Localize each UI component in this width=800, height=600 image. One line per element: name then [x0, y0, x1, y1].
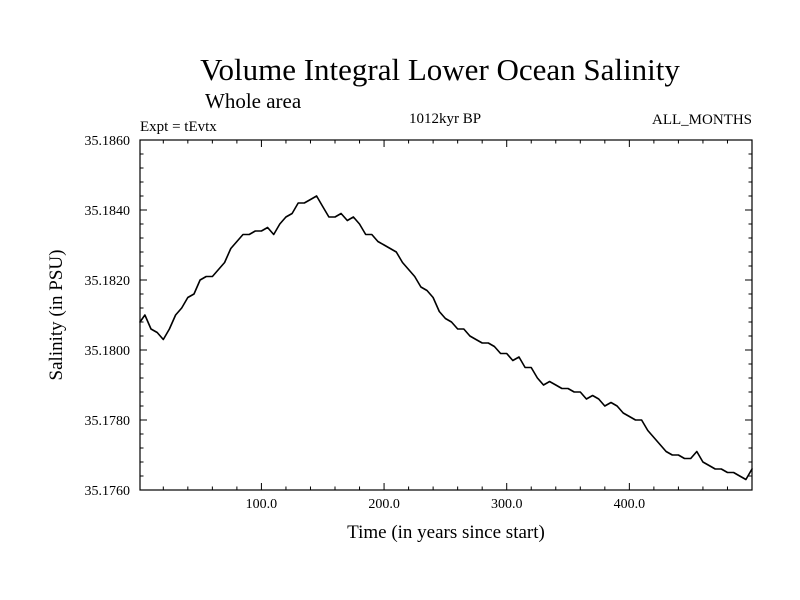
plot-frame: [139, 139, 753, 491]
data-series: [139, 195, 753, 481]
y-tick-label: 35.1860: [85, 134, 131, 149]
axes: 100.0 200.0 300.0 400.0 35.1760 35.1780 35.180…: [85, 134, 752, 512]
chart-title: Volume Integral Lower Ocean Salinity: [200, 52, 680, 87]
y-tick-label: 35.1840: [85, 204, 131, 219]
x-tick-label: 200.0: [368, 497, 400, 512]
experiment-label: Expt = tEvtx: [140, 119, 217, 135]
x-axis-label: Time (in years since start): [347, 522, 545, 543]
y-axis-label: Salinity (in PSU): [46, 250, 67, 381]
months-label: ALL_MONTHS: [652, 112, 752, 128]
x-tick-label: 400.0: [614, 497, 646, 512]
y-tick-label: 35.1760: [85, 484, 131, 499]
x-tick-label: 100.0: [246, 497, 278, 512]
x-tick-label: 300.0: [491, 497, 523, 512]
chart-subtitle: Whole area: [205, 89, 302, 113]
y-tick-label: 35.1780: [85, 414, 131, 429]
y-tick-label: 35.1820: [85, 274, 131, 289]
period-label: 1012kyr BP: [409, 111, 481, 127]
series-line-salinity: [139, 195, 753, 481]
y-tick-label: 35.1800: [85, 344, 131, 359]
